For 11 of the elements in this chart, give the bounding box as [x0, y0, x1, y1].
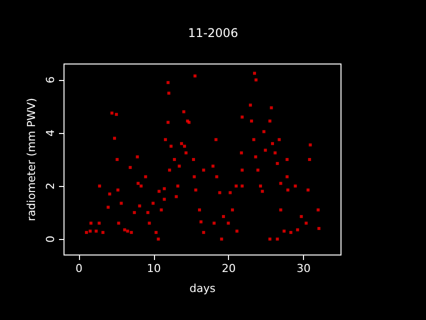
y-tick-label: 6 [44, 76, 57, 84]
y-tick-label: 2 [44, 182, 57, 190]
y-axis-title: radiometer (mm PWV) [25, 98, 38, 222]
x-axis-title: days [190, 282, 216, 295]
chart-title: 11-2006 [188, 26, 238, 40]
y-tick-label: 4 [44, 129, 57, 136]
x-tick-label: 10 [146, 262, 161, 275]
x-tick-label: 30 [296, 262, 311, 275]
x-tick-label: 0 [75, 262, 82, 275]
x-tick-label: 20 [222, 262, 236, 275]
y-tick-label: 0 [44, 236, 57, 243]
